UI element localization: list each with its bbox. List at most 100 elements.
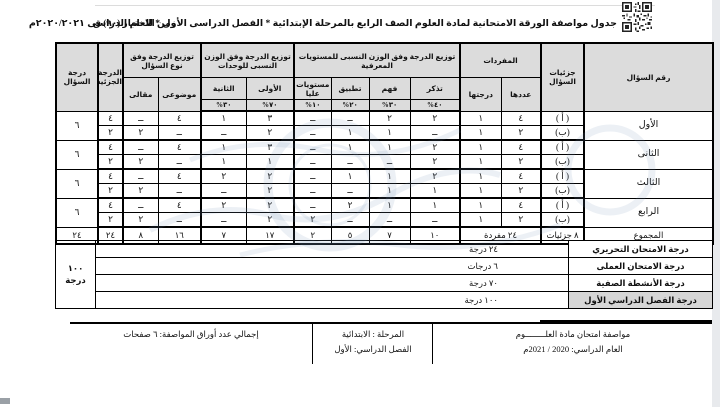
cell-apply: ــ <box>330 154 370 170</box>
summary-label: درجة الفصل الدراسي الأول <box>568 291 713 309</box>
footer-pages-block: إجمالي عدد أوراق المواصفة: ٦ صفحات <box>70 324 312 364</box>
cell-score: ١ <box>459 139 502 155</box>
cell-count: ٢ <box>500 154 543 170</box>
summary-table-wrap: درجة الامتحان التحريري ٢٤ درجة ١٠٠ درجة … <box>55 240 713 309</box>
summary-label: درجة الامتحان التحريري <box>568 240 713 258</box>
cell-remember: ــ <box>409 212 462 228</box>
page-title: جدول مواصفة الورقة الامتحانية لمادة العل… <box>28 19 617 29</box>
cell-count: ٢ <box>500 212 543 228</box>
pct-apply: ٢٠% <box>330 99 370 112</box>
cell-score: ١ <box>459 125 502 141</box>
question-number-cell: الثانى <box>583 139 714 170</box>
group-header-question-type: توزيع الدرجة وفق نوع السؤال <box>122 42 203 78</box>
cell-unit1: ٢ <box>245 212 296 228</box>
pct-unit2: ٣٠% <box>200 99 247 112</box>
cell-objective: ٤ <box>157 168 203 184</box>
specification-table: رقم السؤال جزئيات السؤال المفردات توزيع … <box>55 42 715 245</box>
col-header-higher-levels: مستويات عليا <box>293 77 332 100</box>
cell-higher: ــ <box>293 154 332 170</box>
question-part-row: الثانى( أ ) ٤ ١ ٢ ١ ١ ــ ٣ ١ ٤ ــ ٤ ٦ <box>55 139 714 170</box>
cell-understand: ١ <box>368 125 411 141</box>
col-header-apply: تطبيق <box>330 77 370 100</box>
cell-apply: ١ <box>330 139 370 155</box>
top-rule-line <box>95 5 655 6</box>
cell-higher: ــ <box>293 183 332 199</box>
question-part-row: الرابع( أ ) ٤ ١ ١ ١ ٢ ــ ٢ ٢ ٤ ــ ٤ ٦ <box>55 197 714 228</box>
cell-unit1: ٣ <box>245 139 296 155</box>
col-header-partial-score: الدرجة الجزئية <box>97 42 124 112</box>
cell-unit1: ٢ <box>245 168 296 184</box>
cell-unit2: ١ <box>200 139 247 155</box>
footer-subject-block: مواصفة امتحان مادة العلــــــــوم العام … <box>432 324 713 364</box>
cell-count: ٤ <box>500 197 543 213</box>
cell-understand: ١ <box>368 183 411 199</box>
question-part-row: (ب) ٢ ١ ٢ ــ ــ ــ ١ ١ ــ ٢ ٢ <box>56 154 713 170</box>
col-header-unit2: الثانية <box>200 77 247 100</box>
col-header-essay: مقالى <box>122 77 159 112</box>
group-header-cognitive-levels: توزيع الدرجة وفق الوزن النسبى للمستويات … <box>293 42 462 78</box>
cell-unit2: ــ <box>200 125 247 141</box>
grand-total-unit: درجة <box>65 274 86 285</box>
summary-value: ٢٤ درجة <box>95 240 569 258</box>
cell-unit1: ٢ <box>245 197 296 213</box>
cell-remember: ١ <box>409 197 462 213</box>
cell-apply: ــ <box>330 110 370 126</box>
pct-higher: ١٠% <box>293 99 332 112</box>
footer-pages-line: إجمالي عدد أوراق المواصفة: ٦ صفحات <box>123 329 259 339</box>
footer-thick-rule <box>540 320 712 323</box>
cell-understand: ١ <box>368 168 411 184</box>
question-part-row: (ب) ٢ ١ ــ ــ ــ ٢ ٢ ــ ــ ٢ ٢ <box>56 212 713 228</box>
cell-part: (ب) <box>540 125 586 141</box>
cell-apply: ١ <box>330 168 370 184</box>
cell-understand: ــ <box>368 212 411 228</box>
cell-understand: ٢ <box>368 110 411 126</box>
cell-unit1: ٢ <box>245 183 296 199</box>
summary-value: ١٠٠ درجة <box>95 291 569 309</box>
pct-unit1: ٧٠% <box>245 99 296 112</box>
cell-apply: ــ <box>330 183 370 199</box>
cell-apply: ــ <box>330 212 370 228</box>
cell-higher: ــ <box>293 168 332 184</box>
cell-partial: ٢ <box>97 183 124 199</box>
question-part-row: الأول( أ ) ٤ ١ ٢ ٢ ــ ــ ٣ ١ ٤ ــ ٤ ٦ <box>55 110 714 141</box>
question-part-row: (ب) ٢ ١ ١ ١ ــ ــ ٢ ــ ــ ٢ ٢ <box>56 183 713 199</box>
summary-row: درجة الأنشطة الصفية ٧٠ درجة <box>56 274 713 292</box>
cell-essay: ــ <box>122 197 159 213</box>
spec-table-body: الأول( أ ) ٤ ١ ٢ ٢ ــ ــ ٣ ١ ٤ ــ ٤ ٦ (ب) ٢ ١ ــ ١ ١ ــ ٢ ــ ـ… <box>55 110 714 245</box>
summary-label: درجة الأنشطة الصفية <box>568 274 713 292</box>
cell-part: (ب) <box>540 154 586 170</box>
document-header: جدول مواصفة الورقة الامتحانية لمادة العل… <box>28 18 712 36</box>
qr-code <box>622 2 652 32</box>
cell-higher: ــ <box>293 197 332 213</box>
cell-higher: ــ <box>293 110 332 126</box>
document-footer: مواصفة امتحان مادة العلــــــــوم العام … <box>70 320 713 364</box>
footer-stage-block: المرحلة : الابتدائية الفصل الدراسي: الأو… <box>312 324 433 364</box>
cell-essay: ٢ <box>122 212 159 228</box>
cell-essay: ٢ <box>122 125 159 141</box>
footer-term-line: الفصل الدراسي: الأول <box>334 344 412 354</box>
cell-score: ١ <box>459 154 502 170</box>
question-number-cell: الثالث <box>583 168 714 199</box>
cell-essay: ــ <box>122 168 159 184</box>
cell-remember: ــ <box>409 125 462 141</box>
cell-partial: ٢ <box>97 212 124 228</box>
cell-apply: ٢ <box>330 197 370 213</box>
cell-partial: ٤ <box>97 197 124 213</box>
cell-remember: ٢ <box>409 154 462 170</box>
cell-part: ( أ ) <box>540 168 586 184</box>
col-header-understand: فهم <box>368 77 411 100</box>
cell-partial: ٤ <box>97 139 124 155</box>
pct-remember: ٤٠% <box>409 99 462 112</box>
summary-value: ٧٠ درجة <box>95 274 569 292</box>
cell-objective: ــ <box>157 154 203 170</box>
cell-partial: ٢ <box>97 125 124 141</box>
question-part-row: الثالث( أ ) ٤ ١ ٢ ١ ١ ــ ٢ ٢ ٤ ــ ٤ ٦ <box>55 168 714 199</box>
group-header-units: توزيع الدرجة وفق الوزن النسبى للوحدات <box>200 42 296 78</box>
question-score-cell: ٦ <box>55 168 99 199</box>
question-number-cell: الرابع <box>583 197 714 228</box>
question-part-row: (ب) ٢ ١ ــ ١ ١ ــ ٢ ــ ــ ٢ ٢ <box>56 125 713 141</box>
cell-part: ( أ ) <box>540 197 586 213</box>
cell-essay: ــ <box>122 139 159 155</box>
cell-score: ١ <box>459 168 502 184</box>
cell-apply: ١ <box>330 125 370 141</box>
